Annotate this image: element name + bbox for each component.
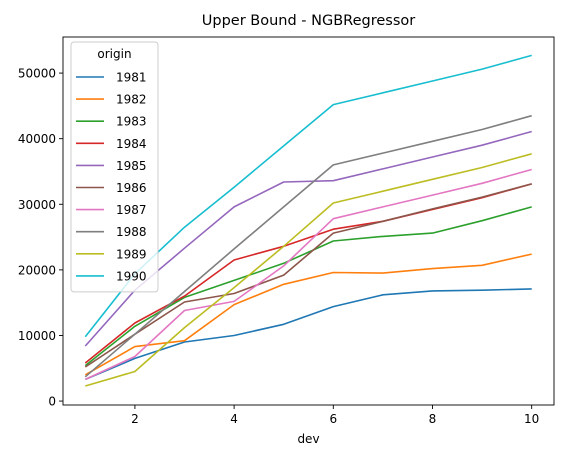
series-line-1985 — [84, 130, 532, 347]
plot-frame — [62, 36, 555, 406]
x-axis-label: dev — [297, 432, 319, 446]
plot-area — [84, 54, 532, 387]
series-line-1990 — [84, 54, 532, 338]
legend-box — [70, 41, 159, 293]
legend-label-1981: 1981 — [116, 71, 147, 85]
y-tick-label: 40000 — [18, 132, 56, 146]
legend-label-1988: 1988 — [116, 225, 147, 239]
chart-title: Upper Bound - NGBRegressor — [202, 13, 415, 29]
legend: origin 1981 1982 1983 1984 1985 1986 1987 1988 1… — [70, 41, 159, 293]
x-tick-label: 10 — [524, 412, 539, 426]
legend-label-1982: 1982 — [116, 93, 147, 107]
x-tick-label: 2 — [131, 412, 139, 426]
y-tick-label: 50000 — [18, 67, 56, 81]
legend-label-1985: 1985 — [116, 159, 147, 173]
legend-label-1990: 1990 — [116, 269, 147, 283]
series-line-1986 — [84, 183, 532, 368]
x-axis: 2 4 6 8 10 — [131, 405, 539, 426]
legend-label-1987: 1987 — [116, 203, 147, 217]
x-tick-label: 6 — [329, 412, 337, 426]
series-line-1987 — [84, 168, 532, 381]
legend-label-1989: 1989 — [116, 247, 147, 261]
legend-title: origin — [97, 47, 131, 61]
y-axis: 0 10000 20000 30000 40000 50000 — [18, 67, 63, 409]
x-tick-label: 4 — [230, 412, 238, 426]
legend-label-1986: 1986 — [116, 181, 147, 195]
series-line-1989 — [85, 153, 532, 387]
y-tick-label: 20000 — [18, 263, 56, 277]
series-line-1988 — [84, 114, 532, 378]
x-tick-label: 8 — [429, 412, 437, 426]
legend-label-1983: 1983 — [116, 115, 147, 129]
y-tick-label: 30000 — [18, 198, 56, 212]
legend-label-1984: 1984 — [116, 137, 147, 151]
y-tick-label: 10000 — [18, 329, 56, 343]
y-tick-label: 0 — [48, 395, 56, 409]
series-line-1981 — [84, 288, 532, 381]
series-line-1982 — [84, 253, 532, 376]
